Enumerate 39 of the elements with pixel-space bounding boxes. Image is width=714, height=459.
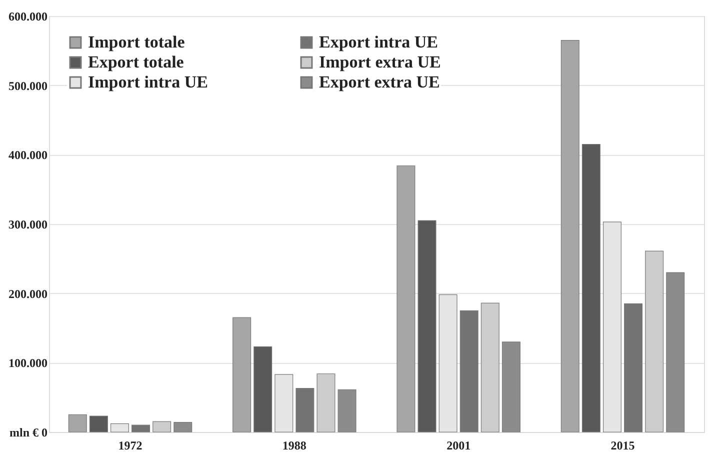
y-tick-label: 300.000	[8, 218, 48, 232]
bar	[254, 346, 272, 432]
x-tick-label: 2001	[446, 438, 471, 452]
y-tick-label: 100.000	[8, 356, 48, 370]
bar	[296, 388, 314, 432]
bar	[68, 414, 87, 432]
legend-label: Import totale	[88, 32, 186, 52]
legend-label: Import extra UE	[319, 52, 441, 72]
bar	[132, 424, 150, 432]
bar	[152, 421, 172, 432]
bar	[666, 272, 685, 432]
bar	[338, 389, 356, 432]
bar	[480, 302, 500, 432]
x-tick-label: 1972	[118, 438, 142, 452]
bar	[274, 374, 294, 432]
bar	[316, 373, 336, 432]
bar	[174, 422, 192, 432]
legend-label: Export totale	[88, 52, 184, 72]
y-tick-label: mln € 0	[9, 426, 48, 440]
x-tick-label: 1988	[282, 438, 306, 452]
bar	[418, 220, 436, 432]
bar	[110, 423, 129, 432]
y-tick-label: 400.000	[8, 148, 48, 162]
legend-label: Import intra UE	[88, 72, 208, 92]
bar	[396, 165, 416, 432]
bar	[560, 40, 580, 432]
y-tick-label: 200.000	[8, 286, 48, 301]
bar	[232, 317, 252, 432]
bar	[502, 342, 520, 432]
bar	[89, 416, 108, 432]
bar	[582, 144, 600, 432]
bar	[624, 303, 643, 432]
x-tick-label: 2015	[610, 438, 635, 452]
legend-label: Export intra UE	[319, 32, 438, 52]
bar	[460, 310, 478, 432]
bar	[645, 250, 664, 432]
y-tick-label: 600.000	[8, 10, 48, 24]
y-tick-label: 500.000	[8, 78, 48, 93]
legend-label: Export extra UE	[319, 72, 440, 92]
